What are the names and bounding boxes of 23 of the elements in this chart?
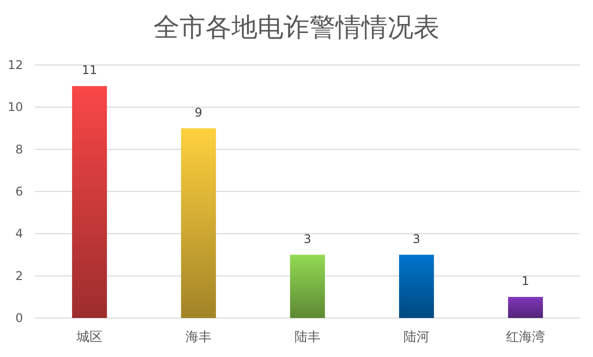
y-tick-label: 8 xyxy=(15,142,23,156)
bar xyxy=(508,296,543,318)
y-tick-label: 4 xyxy=(15,226,23,241)
x-tick-label: 陆丰 xyxy=(294,330,320,345)
data-label: 1 xyxy=(522,274,530,288)
x-tick-label: 海丰 xyxy=(186,330,212,345)
y-tick-label: 10 xyxy=(8,100,23,114)
y-tick-label: 0 xyxy=(15,311,23,325)
x-tick-label: 陆河 xyxy=(404,330,430,345)
data-label: 3 xyxy=(412,232,420,246)
x-tick-label: 城区 xyxy=(76,330,102,345)
bar xyxy=(181,128,216,318)
data-label: 11 xyxy=(82,63,98,78)
bar xyxy=(399,254,434,318)
y-tick-label: 12 xyxy=(8,58,23,72)
y-tick-label: 2 xyxy=(15,268,23,283)
x-tick-label: 红海湾 xyxy=(506,329,545,345)
bar xyxy=(290,254,325,318)
data-label: 9 xyxy=(194,105,202,120)
chart-title: 全市各地电诈警情情况表 xyxy=(154,13,440,43)
y-tick-label: 6 xyxy=(15,184,23,198)
bar xyxy=(72,86,107,318)
data-label: 3 xyxy=(304,232,312,246)
